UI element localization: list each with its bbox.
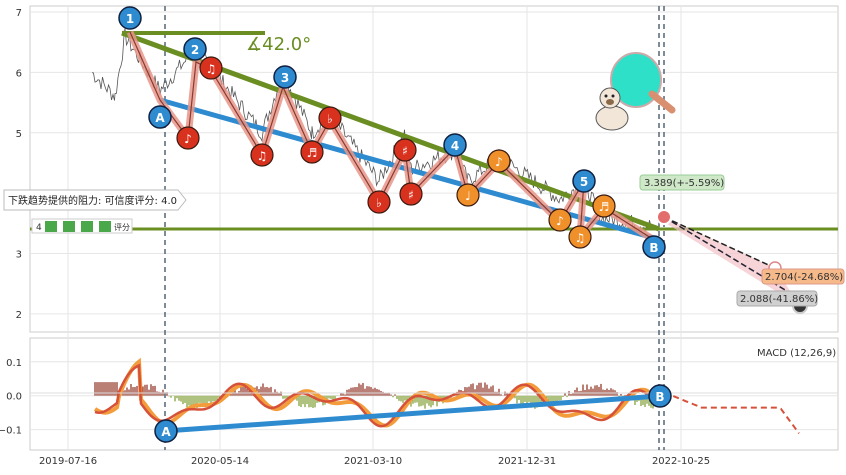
macd-trend-line (164, 393, 661, 434)
xtick-4: 2022-10-25 (652, 456, 710, 467)
music-marker-label-9: ♩ (465, 189, 471, 203)
resistance-annotation: 下跌趋势提供的阻力: 可信度评分: 4.0 (3, 189, 187, 211)
price-ytick-4: 6 (16, 68, 22, 79)
xtick-2: 2021-03-10 (344, 456, 402, 467)
price-series (91, 28, 653, 233)
music-marker-12 (568, 225, 592, 249)
macd-ytick-1: 0.0 (6, 392, 22, 403)
macd-line (94, 363, 654, 428)
wave-marker-label-3: 3 (281, 71, 289, 85)
price-line (91, 28, 653, 233)
rating-prefix: 4 (36, 223, 42, 233)
projection-label-1: 3.389(+-5.59%) (639, 174, 725, 191)
wave-marker-label-B: B (649, 241, 658, 255)
wave-marker-2 (183, 37, 207, 61)
wave-marker-3 (273, 65, 297, 89)
wave-marker-label-1: 1 (126, 12, 134, 26)
price-ytick-3: 5 (16, 129, 22, 140)
macd-marker-label-A: A (161, 425, 171, 439)
music-marker-5 (393, 138, 417, 162)
music-marker-label-7: ♯ (408, 188, 414, 202)
price-ytick-0: 2 (16, 310, 22, 321)
music-marker-10 (548, 208, 572, 232)
music-marker-6 (367, 190, 391, 214)
music-marker-label-11: ♬ (599, 200, 610, 214)
wave-marker-5 (572, 169, 596, 193)
projection-label-3: 2.088(-41.86%) (736, 290, 818, 307)
resistance-label: 下跌趋势提供的阻力: 可信度评分: 4.0 (8, 194, 177, 207)
macd-ytick-2: 0.1 (6, 358, 22, 369)
projection-text-1: 3.389(+-5.59%) (644, 178, 724, 189)
music-marker-11 (592, 194, 616, 218)
music-marker-label-0: ♫ (206, 62, 217, 76)
music-marker-1 (176, 126, 200, 150)
music-marker-2 (250, 143, 274, 167)
rating-icon-4 (99, 221, 111, 232)
music-marker-label-2: ♫ (257, 149, 268, 163)
paddle-icon (610, 52, 676, 114)
wave-marker-1 (118, 6, 142, 30)
wave-marker-4 (443, 133, 467, 157)
music-marker-label-8: ♪ (495, 155, 503, 169)
angle-label: ∡42.0° (246, 34, 311, 55)
rating-suffix: 评分 (114, 223, 130, 232)
dog-icon (595, 87, 629, 131)
wave-markers: 1 2 3 4 5 A B A B (118, 6, 672, 443)
music-marker-9 (456, 183, 480, 207)
macd-projection-line (663, 391, 800, 434)
music-marker-label-4: ♭ (327, 112, 333, 126)
projection-text-2: 2.704(-24.68%) (765, 272, 843, 283)
y-tick-labels: 234567−0.10.00.1 (0, 8, 22, 437)
wave-marker-label-5: 5 (580, 175, 588, 189)
music-marker-label-5: ♯ (402, 144, 408, 158)
wave-marker-label-A: A (155, 111, 165, 125)
music-markers: ♫ ♪ ♫ ♬ ♭ ♯ ♭ ♯ ♪ ♩ ♪ ♬ ♫ (176, 56, 616, 249)
music-marker-4 (318, 106, 342, 130)
xtick-0: 2019-07-16 (39, 456, 97, 467)
music-marker-7 (399, 182, 423, 206)
macd-ytick-0: −0.1 (0, 426, 22, 437)
xtick-1: 2020-05-14 (191, 456, 249, 467)
projection-point-start (656, 209, 672, 225)
rating-icon-3 (81, 221, 93, 232)
music-marker-label-1: ♪ (184, 132, 192, 146)
wave-marker-B (642, 235, 666, 259)
x-tick-labels: 2019-07-16 2020-05-14 2021-03-10 2021-12-31… (39, 456, 710, 467)
projection-line-2 (663, 216, 811, 306)
macd-series (93, 357, 800, 434)
projection-label-2: 2.704(-24.68%) (761, 268, 845, 285)
wave-marker-label-4: 4 (451, 139, 459, 153)
music-marker-label-3: ♬ (307, 146, 318, 160)
music-marker-3 (300, 140, 324, 164)
macd-title: MACD (12,26,9) (757, 348, 836, 359)
macd-marker-A (154, 419, 178, 443)
rating-icon-2 (63, 221, 75, 232)
xtick-3: 2021-12-31 (498, 456, 556, 467)
wave-marker-label-2: 2 (191, 43, 199, 57)
music-marker-8 (487, 149, 511, 173)
macd-marker-label-B: B (655, 390, 664, 404)
music-marker-0 (199, 56, 223, 80)
music-marker-label-10: ♪ (556, 214, 564, 228)
price-ytick-5: 7 (16, 8, 22, 19)
wave-marker-A (148, 105, 172, 129)
music-marker-label-12: ♫ (575, 231, 586, 245)
music-marker-label-6: ♭ (376, 196, 382, 210)
projection-line-1 (663, 216, 776, 269)
macd-marker-B (648, 384, 672, 408)
rating-badge: 4 评分 (31, 218, 133, 234)
price-ytick-1: 3 (16, 250, 22, 261)
projection-text-3: 2.088(-41.86%) (740, 294, 818, 305)
rating-icon-1 (45, 221, 57, 232)
